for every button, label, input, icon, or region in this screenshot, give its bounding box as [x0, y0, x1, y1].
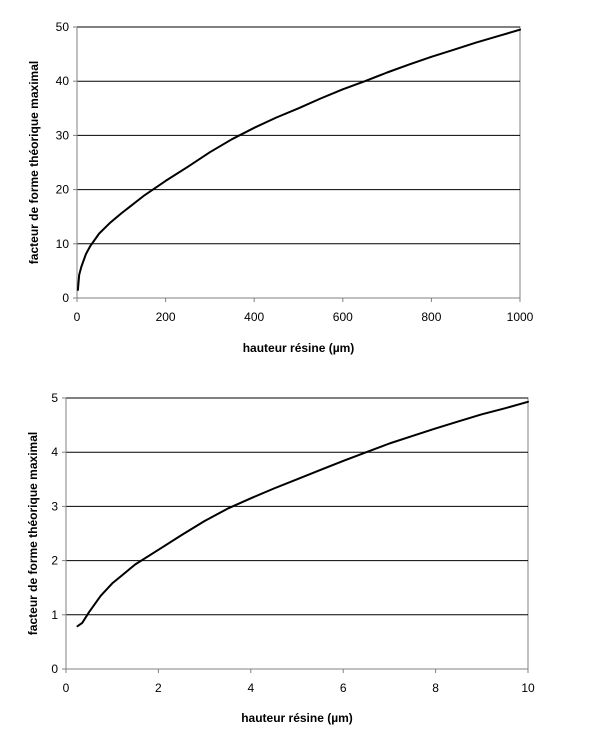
chart-top: 0 10 20 30 40 50 0 200 400 600 800 1000 hauteur rési…	[27, 20, 534, 355]
y-tick-label: 10	[56, 237, 70, 251]
y-tick-label: 5	[51, 391, 58, 405]
x-tick-label: 0	[74, 310, 81, 324]
series-line	[76, 28, 521, 291]
y-tick-label: 0	[62, 291, 69, 305]
y-tick-label: 1	[51, 608, 58, 622]
x-tick-label: 10	[521, 681, 535, 695]
y-tick-label: 20	[56, 183, 70, 197]
series-line	[76, 400, 529, 628]
x-axis-label: hauteur résine (µm)	[243, 341, 355, 355]
x-tick-label: 1000	[507, 310, 534, 324]
y-tick-label: 30	[56, 128, 70, 142]
x-tick-label: 2	[155, 681, 162, 695]
x-tick-label: 6	[340, 681, 347, 695]
plot-area	[65, 397, 529, 670]
x-tick-label: 200	[156, 310, 176, 324]
y-tick-label: 3	[51, 499, 58, 513]
x-tick-label: 800	[421, 310, 441, 324]
y-tick-label: 50	[56, 20, 70, 34]
x-axis-label: hauteur résine (µm)	[241, 711, 353, 725]
y-axis-label: facteur de forme théorique maximal	[26, 432, 40, 635]
x-tick-label: 0	[63, 681, 70, 695]
y-tick-label: 2	[51, 554, 58, 568]
x-tick-label: 400	[244, 310, 264, 324]
chart-bottom: 0 1 2 3 4 5 0 2 4 6 8 10 hauteur résine (µm) facteur …	[26, 391, 535, 725]
y-axis-label: facteur de forme théorique maximal	[27, 61, 41, 264]
y-tick-label: 40	[56, 74, 70, 88]
plot-area	[76, 26, 521, 299]
x-tick-label: 4	[247, 681, 254, 695]
x-tick-label: 600	[333, 310, 353, 324]
x-tick-label: 8	[432, 681, 439, 695]
y-tick-label: 0	[51, 662, 58, 676]
y-tick-label: 4	[51, 445, 58, 459]
